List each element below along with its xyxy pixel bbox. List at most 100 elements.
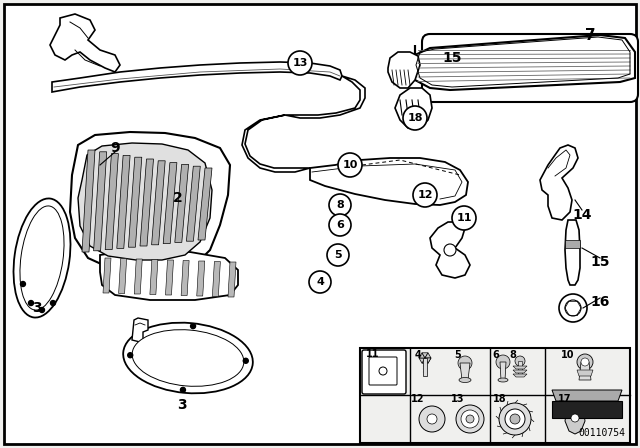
Circle shape [496,355,510,369]
Polygon shape [103,258,111,293]
Text: 9: 9 [110,141,120,155]
Polygon shape [395,88,432,128]
Polygon shape [388,52,420,88]
Polygon shape [175,164,189,242]
Ellipse shape [20,206,64,310]
Polygon shape [565,408,585,434]
Polygon shape [100,250,238,300]
Polygon shape [129,157,142,247]
Polygon shape [419,353,425,358]
Polygon shape [242,115,310,172]
Polygon shape [70,132,230,272]
Text: 5: 5 [454,350,461,360]
Text: 3: 3 [32,301,42,315]
Polygon shape [552,401,622,418]
Polygon shape [552,390,622,401]
Circle shape [577,354,593,370]
Polygon shape [105,154,118,250]
Circle shape [510,414,520,424]
Text: 10: 10 [561,350,575,360]
Circle shape [20,281,26,287]
Circle shape [456,405,484,433]
Text: 16: 16 [590,295,610,309]
FancyBboxPatch shape [362,350,406,394]
Polygon shape [540,145,578,220]
Text: 4: 4 [415,350,421,360]
Circle shape [29,301,33,306]
Circle shape [461,410,479,428]
Text: 18: 18 [407,113,423,123]
Text: 17: 17 [558,394,572,404]
Polygon shape [460,363,470,380]
Circle shape [180,388,186,392]
Circle shape [338,153,362,177]
Circle shape [51,301,56,306]
Circle shape [444,244,456,256]
Polygon shape [118,258,127,293]
Polygon shape [228,262,236,297]
Text: 2: 2 [173,191,183,205]
Polygon shape [513,366,527,369]
FancyBboxPatch shape [369,357,397,385]
Text: 7: 7 [585,27,595,43]
Bar [360,348,630,443]
Polygon shape [166,260,173,295]
Circle shape [565,300,581,316]
Text: 13: 13 [451,394,465,404]
Polygon shape [422,358,428,363]
Text: 6: 6 [336,220,344,230]
Text: 12: 12 [417,190,433,200]
Polygon shape [425,358,431,363]
Polygon shape [163,163,177,244]
Polygon shape [196,261,205,296]
Ellipse shape [459,378,471,383]
Circle shape [327,244,349,266]
Circle shape [40,307,45,313]
Polygon shape [513,370,527,373]
Polygon shape [430,222,470,278]
Polygon shape [181,260,189,296]
Text: 11: 11 [366,349,380,359]
Ellipse shape [498,378,508,382]
Text: 15: 15 [590,255,610,269]
Polygon shape [52,62,342,92]
Text: 18: 18 [493,394,507,404]
Circle shape [571,414,579,422]
Polygon shape [565,220,580,285]
Polygon shape [140,159,154,246]
Text: 8: 8 [509,350,516,360]
Polygon shape [132,318,148,342]
Circle shape [329,214,351,236]
Polygon shape [500,362,506,380]
Text: 15: 15 [442,51,461,65]
Ellipse shape [13,198,70,318]
Circle shape [505,409,525,429]
Polygon shape [50,14,120,72]
Circle shape [499,403,531,435]
Text: 14: 14 [572,208,592,222]
Circle shape [128,353,132,358]
Ellipse shape [123,323,253,393]
Text: 4: 4 [316,277,324,287]
Text: 3: 3 [177,398,187,412]
Circle shape [329,194,351,216]
Circle shape [458,356,472,370]
Text: 6: 6 [493,350,499,360]
Circle shape [466,415,474,423]
Circle shape [413,183,437,207]
Circle shape [581,358,589,366]
Polygon shape [577,370,593,376]
Circle shape [427,414,437,424]
Polygon shape [579,362,591,380]
Text: 11: 11 [456,213,472,223]
Circle shape [559,294,587,322]
FancyBboxPatch shape [422,34,638,102]
Text: 8: 8 [336,200,344,210]
Polygon shape [152,161,165,245]
Polygon shape [518,361,522,376]
Polygon shape [285,76,365,118]
Polygon shape [423,358,427,376]
Circle shape [403,106,427,130]
Polygon shape [78,143,212,260]
Polygon shape [310,158,468,205]
